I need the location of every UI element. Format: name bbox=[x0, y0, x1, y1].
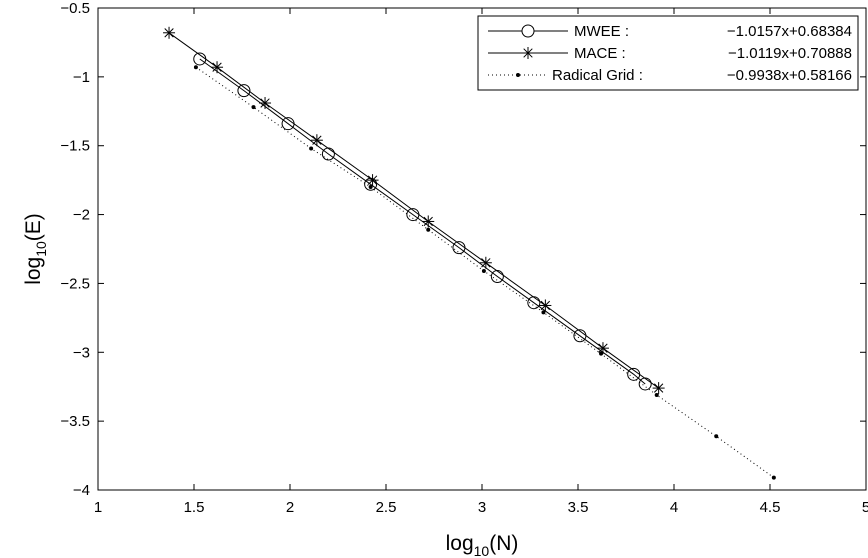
legend-star-marker-stroke bbox=[523, 48, 533, 58]
series-line-0 bbox=[199, 58, 646, 385]
x-tick-label: 4 bbox=[670, 499, 678, 516]
data-point-radical bbox=[599, 351, 604, 356]
y-axis-ticks: −4 −3.5 −3 −2.5 −2 −1.5 −1 −0.5 bbox=[60, 0, 866, 499]
series-layer bbox=[163, 26, 776, 480]
data-point-radical bbox=[481, 269, 486, 274]
y-tick-label: −3.5 bbox=[60, 413, 90, 430]
legend-marker-radical bbox=[516, 73, 520, 77]
x-tick-label: 1.5 bbox=[184, 499, 205, 516]
data-point-radical bbox=[714, 434, 719, 439]
data-point-mace bbox=[259, 97, 272, 110]
data-point-mace bbox=[479, 256, 492, 269]
data-point-radical bbox=[309, 146, 314, 151]
x-tick-label: 3 bbox=[478, 499, 486, 516]
data-point-radical bbox=[771, 475, 776, 480]
legend-fit-radical: −0.9938x+0.58166 bbox=[727, 67, 852, 84]
y-tick-label: −1.5 bbox=[60, 138, 90, 155]
y-tick-label: −3 bbox=[73, 344, 90, 361]
data-point-radical bbox=[193, 65, 198, 70]
legend: MWEE : −1.0157x+0.68384 MACE : −1.0119x+… bbox=[477, 15, 859, 91]
legend-fit-mwee: −1.0157x+0.68384 bbox=[727, 23, 852, 40]
data-point-mace bbox=[211, 61, 224, 74]
x-tick-label: 4.5 bbox=[760, 499, 781, 516]
data-point-mace-stroke bbox=[653, 383, 664, 393]
data-point-mace bbox=[539, 299, 552, 312]
data-point-mace-stroke bbox=[164, 28, 174, 38]
data-point-mace-stroke bbox=[423, 216, 433, 227]
legend-star-marker bbox=[522, 47, 534, 59]
y-axis-label-main: log bbox=[22, 257, 45, 285]
y-axis-label-rest: (E) bbox=[22, 213, 45, 241]
legend-name-mace: MACE : bbox=[574, 45, 626, 62]
data-point-mace-stroke bbox=[312, 135, 322, 145]
data-point-radical bbox=[251, 105, 256, 110]
x-axis-label: log10(N) bbox=[446, 532, 519, 558]
y-tick-label: −2.5 bbox=[60, 275, 90, 292]
data-point-radical bbox=[368, 185, 373, 190]
data-point-mace-stroke bbox=[481, 258, 491, 268]
y-tick-label: −1 bbox=[73, 69, 90, 86]
data-point-radical bbox=[654, 392, 659, 397]
x-axis-label-rest: (N) bbox=[489, 532, 518, 555]
data-point-mace-stroke bbox=[598, 343, 608, 353]
data-point-mace-stroke bbox=[212, 62, 222, 72]
legend-marker-mace bbox=[522, 47, 534, 59]
x-axis-label-sub: 10 bbox=[474, 543, 490, 558]
y-tick-label: −2 bbox=[73, 207, 90, 224]
data-point-mace bbox=[652, 382, 665, 395]
y-tick-label: −4 bbox=[73, 482, 90, 499]
x-tick-label: 5 bbox=[862, 499, 868, 516]
x-tick-label: 2.5 bbox=[376, 499, 397, 516]
y-tick-label: −0.5 bbox=[60, 0, 90, 17]
legend-marker-mwee bbox=[521, 24, 535, 38]
x-axis-ticks: 1 1.5 2 2.5 3 3.5 4 4.5 5 bbox=[94, 8, 868, 516]
data-point-mace-stroke bbox=[260, 98, 270, 108]
legend-fit-mace: −1.0119x+0.70888 bbox=[728, 45, 852, 62]
x-axis-label-main: log bbox=[446, 532, 474, 555]
data-point-mace bbox=[422, 215, 435, 228]
legend-name-mwee: MWEE : bbox=[574, 23, 629, 40]
data-point-mace bbox=[310, 134, 323, 147]
x-tick-label: 2 bbox=[286, 499, 294, 516]
data-point-mwee bbox=[237, 84, 251, 98]
data-point-mace bbox=[596, 342, 609, 355]
data-point-radical bbox=[426, 227, 431, 232]
data-point-mace bbox=[163, 26, 176, 39]
data-point-mace bbox=[366, 174, 379, 187]
series-line-1 bbox=[168, 32, 659, 389]
x-tick-label: 1 bbox=[94, 499, 102, 516]
y-axis-label-sub: 10 bbox=[33, 241, 49, 257]
y-axis-label: log10(E) bbox=[22, 213, 49, 285]
x-tick-label: 3.5 bbox=[568, 499, 589, 516]
legend-name-radical: Radical Grid : bbox=[552, 67, 643, 84]
data-point-mace-stroke bbox=[540, 300, 551, 311]
data-point-radical bbox=[541, 310, 546, 315]
data-point-mace-stroke bbox=[367, 175, 378, 185]
